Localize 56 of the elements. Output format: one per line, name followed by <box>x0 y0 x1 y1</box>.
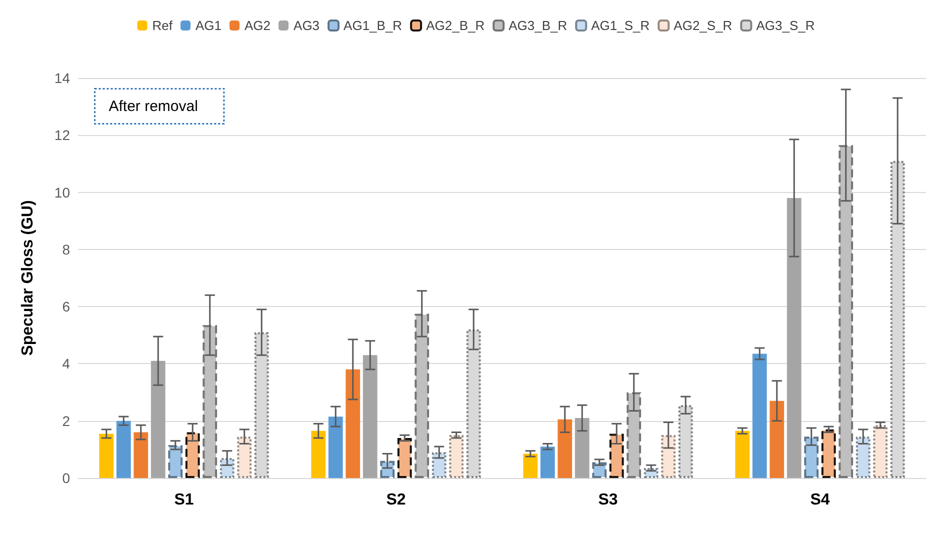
bar <box>873 425 888 478</box>
bar <box>735 430 750 478</box>
x-tick-label: S2 <box>386 492 406 508</box>
legend-label: AG2_S_R <box>674 18 732 33</box>
y-tick-label: 2 <box>62 412 70 429</box>
legend-label: AG2 <box>244 18 271 33</box>
bar <box>523 454 538 478</box>
bar <box>626 392 642 478</box>
legend-label: AG3 <box>294 18 320 33</box>
bar <box>821 429 836 478</box>
bar <box>609 434 624 478</box>
bar <box>346 369 360 478</box>
bar <box>804 436 819 478</box>
bar <box>786 198 802 478</box>
bar <box>311 430 326 478</box>
bar <box>362 355 378 478</box>
y-tick-label: 14 <box>54 70 70 86</box>
bar <box>134 432 148 478</box>
bar <box>185 432 200 478</box>
x-tick-label: S3 <box>598 492 618 508</box>
x-tick-label: S1 <box>174 492 194 508</box>
bar <box>150 360 166 478</box>
y-tick-label: 0 <box>62 470 70 486</box>
bar <box>116 420 131 478</box>
bar <box>752 354 767 478</box>
bar <box>328 416 343 478</box>
y-tick-label: 4 <box>62 356 70 372</box>
bar <box>661 435 676 478</box>
y-axis-title: Specular Gloss (GU) <box>20 200 36 356</box>
y-tick-label: 8 <box>62 241 70 258</box>
legend-label: AG1_B_R <box>344 18 402 33</box>
annotation: After removal <box>108 98 198 115</box>
y-tick-label: 10 <box>54 184 70 200</box>
bar <box>540 446 555 478</box>
bar <box>574 418 590 478</box>
bar <box>99 434 114 478</box>
bar <box>558 419 572 478</box>
bar <box>397 438 412 478</box>
legend-label: AG2_B_R <box>426 18 485 33</box>
y-tick-label: 12 <box>54 127 70 144</box>
bar <box>856 436 870 478</box>
bar <box>168 445 183 478</box>
legend-label: AG1 <box>196 18 222 33</box>
bar <box>838 145 854 478</box>
y-tick-label: 6 <box>62 298 70 315</box>
bar <box>414 314 430 478</box>
bar <box>770 400 784 478</box>
bar <box>449 435 464 478</box>
legend-label: AG3_B_R <box>508 18 568 33</box>
legend-label: AG1_S_R <box>591 18 650 33</box>
x-tick-label: S4 <box>810 492 830 508</box>
legend-label: AG3_S_R <box>756 18 815 33</box>
bar <box>237 436 252 478</box>
bar <box>202 325 218 478</box>
legend-label: Ref <box>152 18 173 33</box>
bar <box>432 452 446 478</box>
